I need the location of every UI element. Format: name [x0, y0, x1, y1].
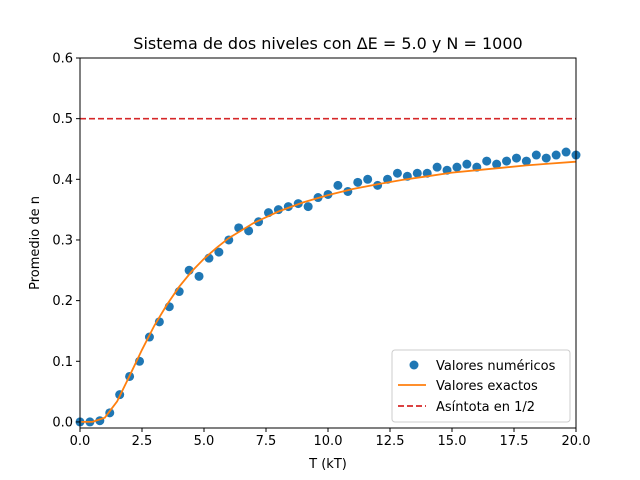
- x-tick-label: 17.5: [500, 434, 529, 449]
- legend-label-numeric: Valores numéricos: [436, 359, 556, 374]
- y-tick-label: 0.0: [52, 415, 73, 430]
- numeric-point: [482, 156, 492, 166]
- numeric-point: [303, 202, 313, 212]
- numeric-point: [363, 174, 373, 184]
- numeric-point: [551, 150, 561, 160]
- numeric-point: [214, 247, 224, 257]
- numeric-point: [452, 162, 462, 172]
- x-tick-label: 20.0: [562, 434, 591, 449]
- legend-label-asymptote: Asíntota en 1/2: [436, 400, 535, 415]
- numeric-point: [353, 177, 363, 187]
- y-axis: 0.0 0.1 0.2 0.3 0.4 0.5 0.6: [52, 52, 80, 430]
- x-tick-label: 7.5: [256, 434, 277, 449]
- numeric-point: [502, 156, 512, 166]
- numeric-point: [392, 168, 402, 178]
- exact-line-layer: [81, 160, 577, 423]
- y-axis-title: Promedio de n: [28, 196, 43, 290]
- x-tick-label: 0.0: [70, 434, 91, 449]
- numeric-point: [333, 180, 343, 190]
- legend-marker-numeric: [409, 360, 419, 370]
- x-tick-label: 2.5: [132, 434, 153, 449]
- y-tick-label: 0.6: [52, 52, 73, 67]
- y-tick-label: 0.3: [52, 233, 73, 248]
- numeric-point: [412, 168, 422, 178]
- y-tick-label: 0.5: [52, 112, 73, 127]
- numeric-point: [462, 159, 472, 169]
- legend-label-exact: Valores exactos: [436, 379, 538, 394]
- y-tick-label: 0.4: [52, 173, 73, 188]
- numeric-point: [561, 147, 571, 157]
- exact-values-line: [81, 160, 577, 423]
- numeric-point: [492, 159, 502, 169]
- numeric-point: [521, 156, 531, 166]
- numeric-point: [531, 150, 541, 160]
- chart-title: Sistema de dos niveles con ΔE = 5.0 y N …: [133, 34, 522, 53]
- x-axis: 0.0 2.5 5.0 7.5 10.0 12.5 15.0 17.5 20.0: [70, 428, 591, 449]
- numeric-point: [541, 153, 551, 163]
- x-axis-title: T (kT): [308, 457, 347, 472]
- numeric-markers-layer: [75, 147, 581, 427]
- numeric-point: [194, 271, 204, 281]
- numeric-point: [244, 226, 254, 236]
- y-tick-label: 0.1: [52, 355, 73, 370]
- x-tick-label: 12.5: [376, 434, 405, 449]
- legend-box: [391, 349, 571, 423]
- legend: Valores numéricos Valores exactos Asínto…: [391, 349, 571, 423]
- numeric-point: [432, 162, 442, 172]
- x-tick-label: 10.0: [314, 434, 343, 449]
- x-tick-label: 5.0: [194, 434, 215, 449]
- x-tick-label: 15.0: [438, 434, 467, 449]
- y-tick-label: 0.2: [52, 294, 73, 309]
- numeric-point: [511, 153, 521, 163]
